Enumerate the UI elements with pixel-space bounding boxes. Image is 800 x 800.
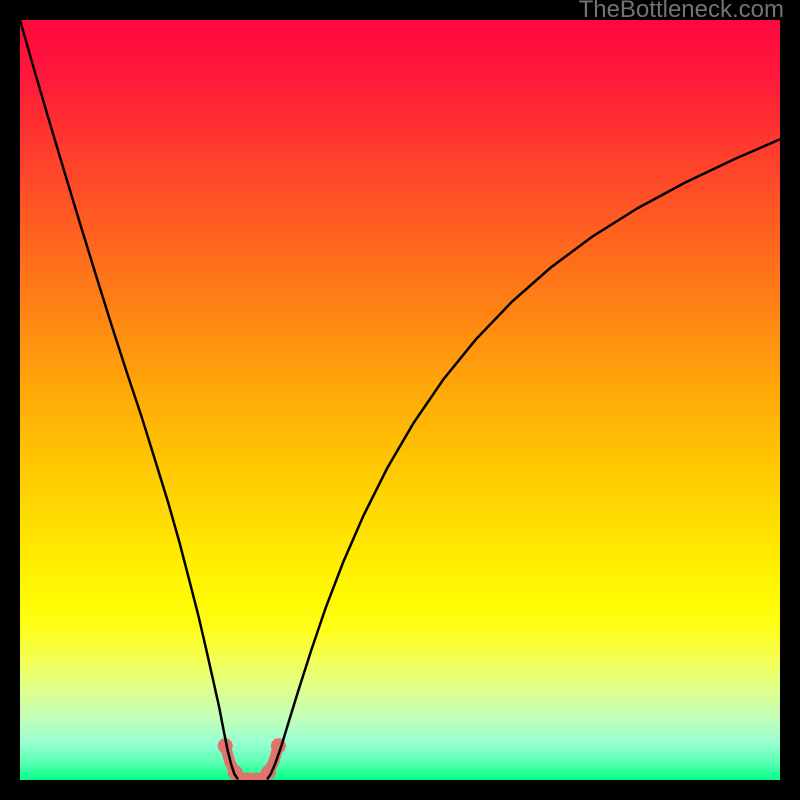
chart-background <box>20 20 780 780</box>
chart-svg <box>20 20 780 780</box>
chart-plot-area <box>20 20 780 780</box>
chart-frame: TheBottleneck.com <box>0 0 800 800</box>
watermark-text: TheBottleneck.com <box>579 0 784 24</box>
